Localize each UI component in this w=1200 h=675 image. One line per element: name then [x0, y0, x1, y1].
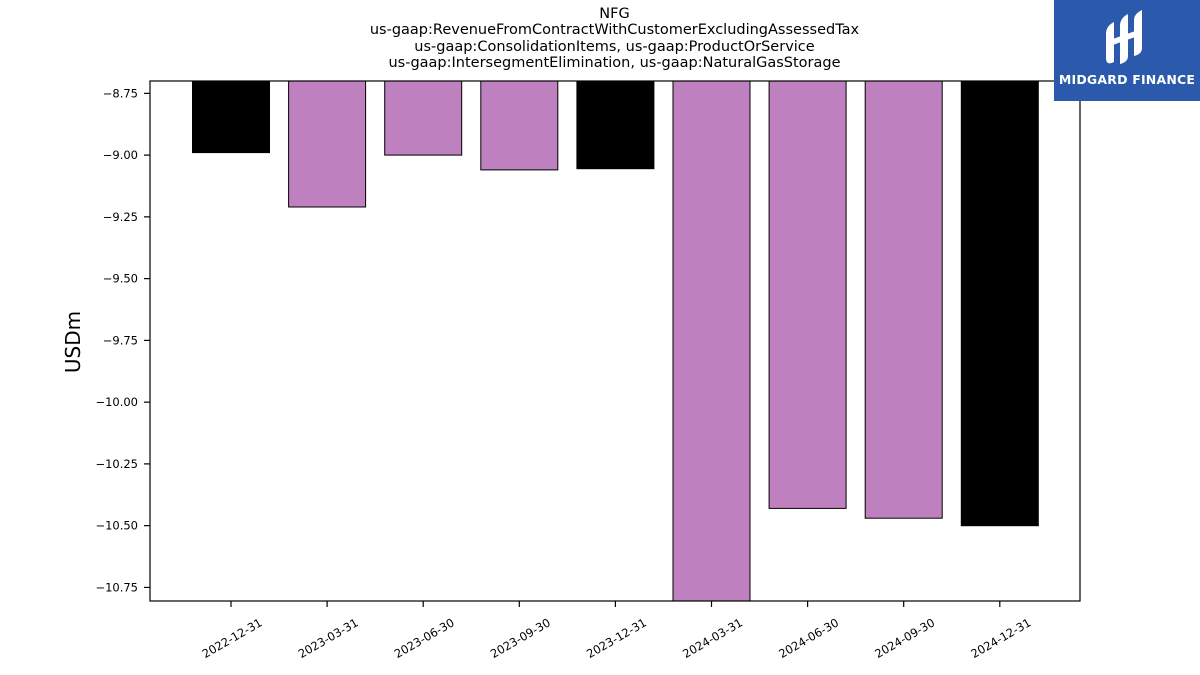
chart-title: NFG us-gaap:RevenueFromContractWithCusto… [0, 6, 1200, 71]
y-tick-label: −9.25 [103, 210, 138, 224]
bar-2024-03-31 [672, 80, 751, 602]
bar-2024-12-31 [960, 80, 1039, 527]
x-tick-label: 2022-12-31 [200, 615, 265, 661]
y-tick-label: −10.25 [95, 457, 138, 471]
chart-title-line-1: NFG [599, 6, 630, 22]
chart-title-line-2: us-gaap:RevenueFromContractWithCustomerE… [369, 22, 860, 39]
midgard-finance-logo: MIDGARD FINANCE [1054, 0, 1200, 101]
y-axis: −8.75 −9.00 −9.25 −9.50 −9.75 −10.00 −10.25 −10… [95, 86, 150, 594]
y-tick-label: −8.75 [103, 86, 138, 100]
bar-2022-12-31 [192, 80, 270, 154]
bar-2023-06-30 [384, 80, 463, 156]
bar-2024-06-30 [768, 80, 847, 509]
x-axis: 2022-12-31 2023-03-31 2023-06-30 2023-09-30… [200, 601, 1033, 661]
y-tick-label: −10.75 [95, 580, 138, 594]
bar-2023-12-31 [576, 80, 655, 170]
x-tick-label: 2023-06-30 [392, 615, 457, 661]
x-tick-label: 2023-03-31 [296, 615, 361, 661]
x-tick-label: 2023-12-31 [584, 615, 649, 661]
y-tick-label: −10.50 [95, 519, 138, 533]
logo-mark-icon [1054, 0, 1200, 68]
x-tick-label: 2024-09-30 [872, 615, 937, 661]
y-tick-label: −9.75 [103, 333, 138, 347]
y-tick-label: −9.00 [103, 148, 138, 162]
y-tick-label: −9.50 [103, 272, 138, 286]
x-tick-label: 2024-12-31 [968, 615, 1033, 661]
x-tick-label: 2024-03-31 [680, 615, 745, 661]
x-tick-label: 2023-09-30 [488, 615, 553, 661]
y-axis-label: USDm [61, 311, 85, 373]
bars-group [192, 80, 1039, 602]
chart-title-line-4: us-gaap:IntersegmentElimination, us-gaap… [388, 54, 841, 71]
bar-2023-03-31 [288, 80, 367, 208]
bar-2024-09-30 [864, 80, 943, 519]
chart-title-line-3: us-gaap:ConsolidationItems, us-gaap:Prod… [414, 38, 815, 55]
x-tick-label: 2024-06-30 [776, 615, 841, 661]
y-tick-label: −10.00 [95, 395, 138, 409]
bar-2023-09-30 [480, 80, 559, 171]
logo-text: MIDGARD FINANCE [1058, 72, 1196, 87]
